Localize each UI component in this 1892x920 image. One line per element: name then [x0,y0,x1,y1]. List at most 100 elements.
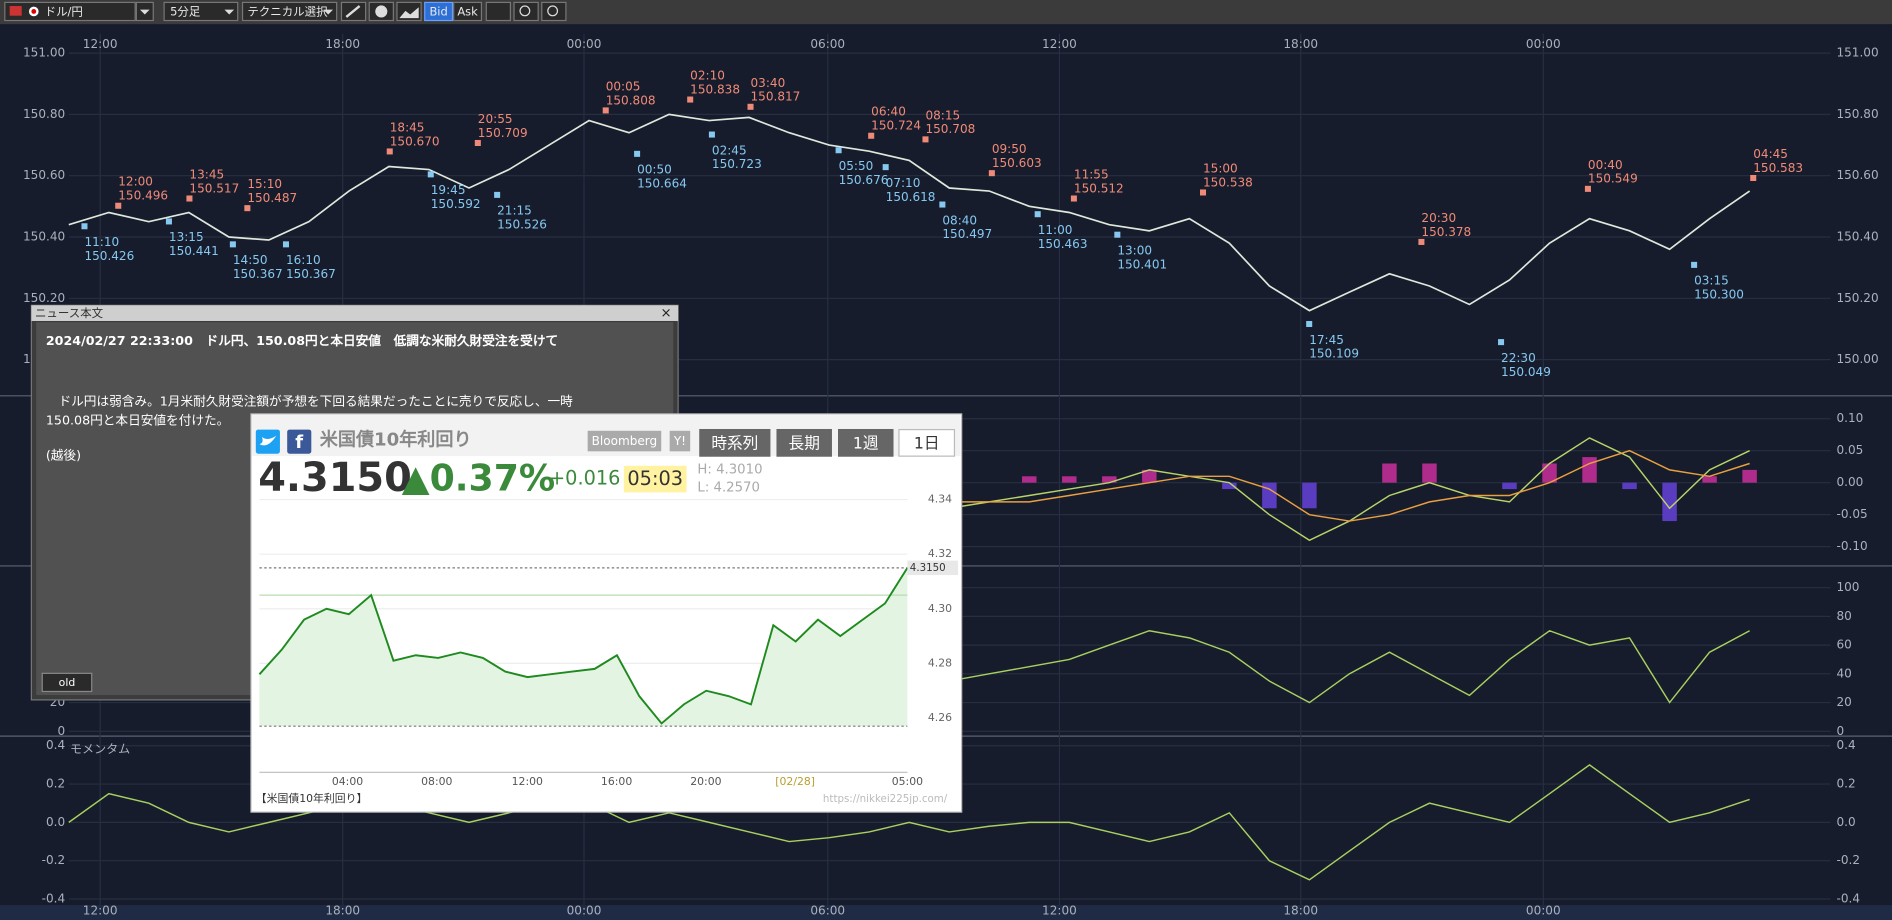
x-tick-label: 20:00 [690,775,721,788]
annotation-marker [387,148,393,154]
y-tick-label: 40 [1836,666,1851,680]
macd-histogram-bar [1062,476,1076,482]
annotation-time: 00:05 [606,79,641,93]
x-tick-label: 12:00 [512,775,543,788]
annotation-price: 150.808 [606,93,656,107]
news-window-title: ニュース本文 [35,306,104,320]
annotation-time: 04:45 [1753,147,1788,161]
annotation-time: 15:10 [247,177,282,191]
y-tick-label: 150.60 [23,168,65,182]
annotation-marker [922,136,928,142]
annotation-price: 150.549 [1588,172,1638,186]
y-tick-label: -0.2 [42,853,66,867]
x-tick-label: 05:00 [892,775,923,788]
annotation-marker [836,147,842,153]
x-tick-label: 08:00 [421,775,452,788]
y-tick-label: 0.4 [1836,738,1855,752]
annotation-time: 07:10 [886,176,921,190]
annotation-price: 150.300 [1694,288,1744,302]
annotation-time: 00:50 [637,163,672,177]
macd-histogram-bar [1582,457,1596,483]
y-tick-label: 0.2 [1836,777,1855,791]
timeframe-label: 5分足 [170,5,201,19]
macd-histogram-bar [1742,470,1756,483]
news-author: (越後) [46,448,81,463]
tab-label: 時系列 [711,434,758,453]
annotation-marker [1200,189,1206,195]
annotation-price: 150.367 [233,267,283,281]
macd-histogram-bar [1422,463,1436,482]
x-tick-label: 16:00 [601,775,632,788]
bond-title: 米国債10年利回り [320,428,472,450]
annotation-price: 150.109 [1309,347,1359,361]
annotation-marker [868,133,874,139]
y-tick-label: 80 [1836,609,1851,623]
annotation-marker [475,140,481,146]
macd-histogram-bar [1022,476,1036,482]
annotation-price: 150.526 [497,218,547,232]
annotation-marker [428,171,434,177]
y-tick-label: 0.05 [1836,443,1863,457]
macd-histogram-bar [1262,483,1276,509]
x-tick-label: 06:00 [810,904,845,918]
y-tick-label: -0.05 [1836,507,1867,521]
annotation-price: 150.367 [286,267,336,281]
zoom-out-button[interactable] [514,2,538,20]
y-tick-label: -0.4 [42,892,66,906]
annotation-time: 08:15 [925,108,960,122]
tab-label: 長期 [789,434,820,453]
x-tick-label: 18:00 [1283,37,1318,51]
annotation-time: 20:30 [1421,211,1456,225]
y-tick-label: 0 [1836,724,1844,738]
annotation-marker [603,107,609,113]
annotation-time: 11:00 [1038,223,1073,237]
tab-label: 1日 [914,434,940,453]
annotation-time: 02:45 [712,143,747,157]
annotation-marker [283,241,289,247]
annotation-time: 09:50 [992,142,1027,156]
annotation-marker [939,202,945,208]
annotation-price: 150.463 [1038,237,1088,251]
zoom-in-button[interactable] [542,2,566,20]
annotation-price: 150.401 [1117,257,1167,271]
technical-label: テクニカル選択 [247,5,328,19]
bond-widget: f 米国債10年利回り Bloomberg Y! 時系列長期1週1日 4.315… [251,414,962,812]
annotation-time: 17:45 [1309,333,1344,347]
bond-high: H: 4.3010 [697,462,762,477]
annotation-time: 19:45 [431,183,466,197]
bond-time: 05:03 [627,467,683,490]
bond-url[interactable]: https://nikkei225jp.com/ [823,793,948,805]
old-button-label: old [59,676,76,689]
y-tick-label: -0.4 [1836,892,1860,906]
annotation-price: 150.583 [1753,161,1803,175]
annotation-time: 14:50 [233,253,268,267]
annotation-marker [230,241,236,247]
close-button[interactable]: × [660,306,671,321]
y-tick-label: -0.2 [1836,853,1860,867]
bond-price: 4.3150 [258,455,412,501]
annotation-price: 150.709 [478,126,528,140]
annotation-time: 02:10 [690,69,725,83]
annotation-marker [166,218,172,224]
annotation-time: 06:40 [871,105,906,119]
annotation-time: 16:10 [286,253,321,267]
y-tick-label: 150.40 [1836,229,1878,243]
annotation-marker [748,104,754,110]
macd-histogram-bar [1702,476,1716,482]
bid-label: Bid [429,5,447,19]
x-tick-label: 00:00 [567,904,602,918]
candle-button[interactable] [486,2,510,20]
annotation-price: 150.708 [925,122,975,136]
y-tick-label: 20 [1836,695,1851,709]
annotation-time: 05:50 [839,159,874,173]
y-tick-label: 150.20 [1836,291,1878,305]
flag-us [10,6,22,16]
annotation-marker [1498,339,1504,345]
x-tick-label: 18:00 [325,904,360,918]
annotation-time: 11:10 [84,235,119,249]
y-tick-label: 0.10 [1836,411,1863,425]
yahoo-label: Y! [673,434,686,448]
annotation-marker [709,132,715,138]
